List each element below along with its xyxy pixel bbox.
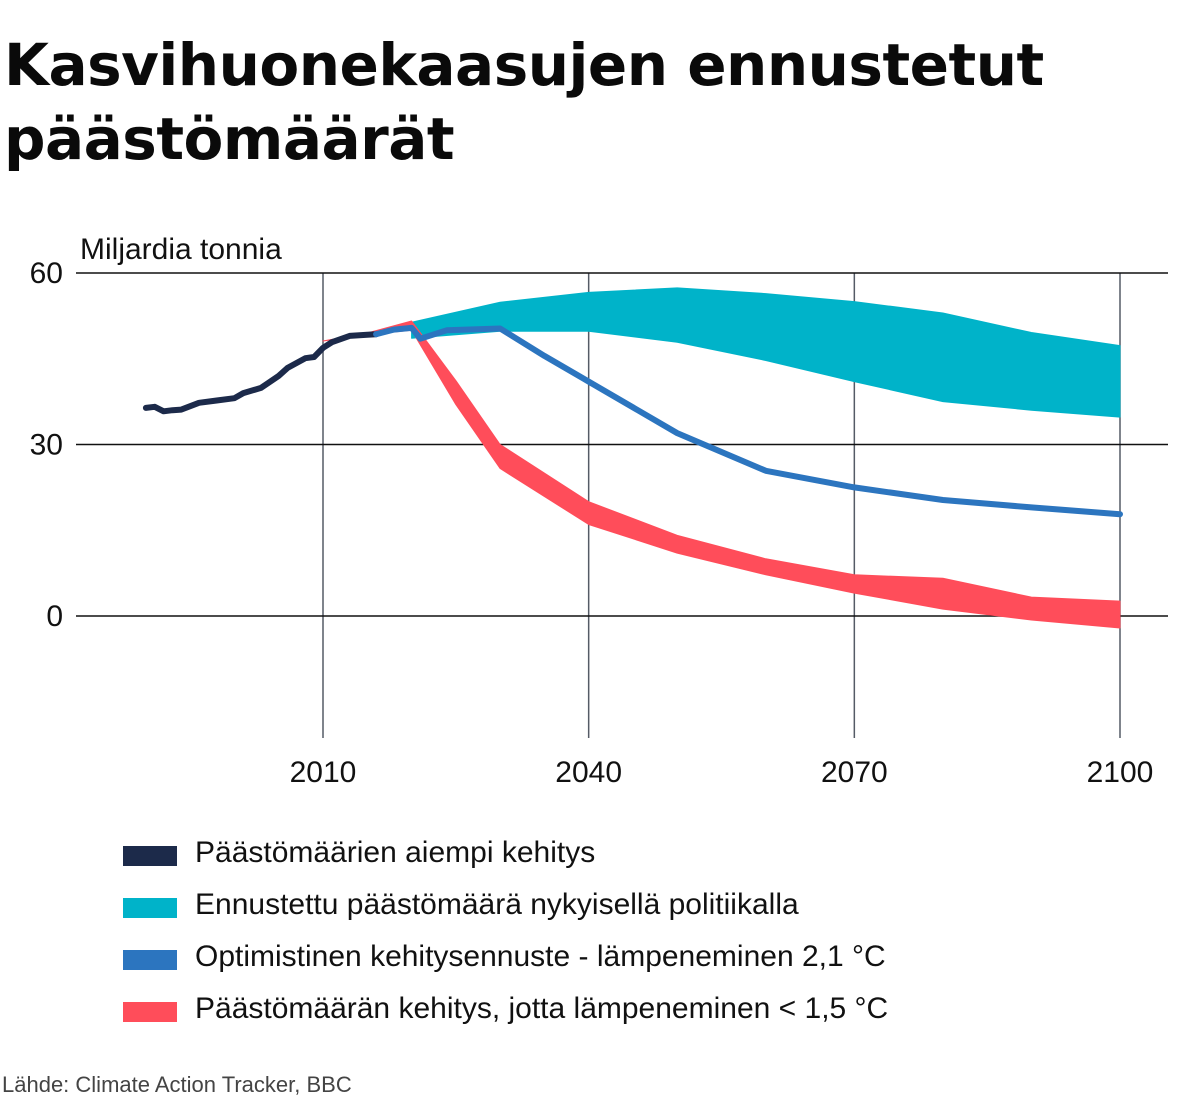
x-tick-label-2100: 2100: [1087, 756, 1154, 789]
legend-label-0: Päästömäärien aiempi kehitys: [195, 836, 596, 869]
series-band-3: [322, 320, 1121, 629]
legend-swatch-0: [123, 846, 177, 866]
chart-plot: 0 30 60 2010 2040 2070 2100: [30, 257, 1168, 789]
y-tick-labels: 0 30 60: [30, 257, 63, 633]
band-series: [322, 287, 1121, 629]
x-tick-label-2040: 2040: [555, 756, 622, 789]
legend-label-3: Päästömäärän kehitys, jotta lämpeneminen…: [195, 992, 889, 1025]
legend-swatch-3: [123, 1002, 177, 1022]
chart-title: Kasvihuonekaasujen ennustetut päästömäär…: [4, 31, 1044, 173]
x-tick-label-2070: 2070: [821, 756, 888, 789]
legend-label-2: Optimistinen kehitysennuste - lämpenemin…: [195, 940, 886, 973]
x-tick-labels: 2010 2040 2070 2100: [290, 756, 1154, 789]
series-band-1: [411, 287, 1121, 418]
horizontal-gridlines: [76, 272, 1168, 617]
y-tick-label-60: 60: [30, 257, 63, 290]
line-series: [142, 324, 1123, 518]
series-line-2: [373, 324, 1123, 518]
legend-label-1: Ennustettu päästömäärä nykyisellä politi…: [195, 888, 799, 921]
x-tick-label-2010: 2010: [290, 756, 357, 789]
series-line-0: [142, 331, 380, 415]
legend-swatch-2: [123, 950, 177, 970]
y-tick-label-30: 30: [30, 429, 63, 462]
source-note: Lähde: Climate Action Tracker, BBC: [2, 1072, 352, 1097]
y-tick-label-0: 0: [46, 600, 63, 633]
y-axis-label: Miljardia tonnia: [80, 233, 282, 266]
legend-swatch-1: [123, 898, 177, 918]
